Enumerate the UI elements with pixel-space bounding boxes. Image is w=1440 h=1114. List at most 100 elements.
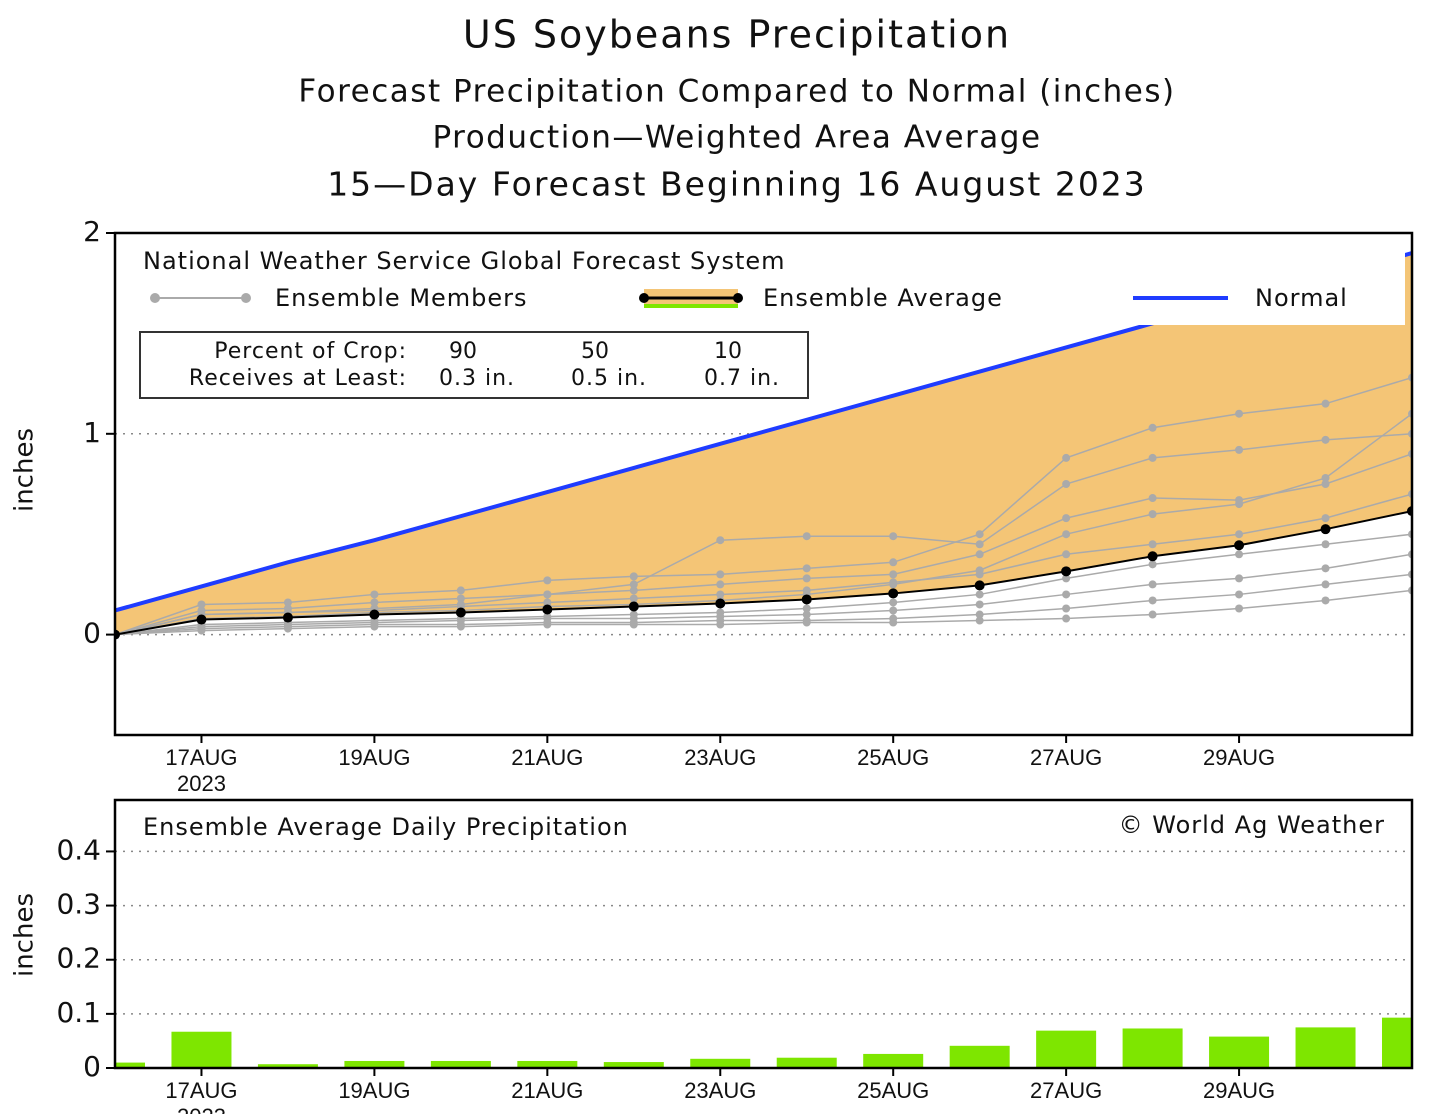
- member-point: [1235, 604, 1244, 613]
- member-point: [975, 600, 984, 609]
- y-axis-label: inches: [10, 428, 40, 512]
- member-point: [975, 540, 984, 549]
- legend-member-dot: [150, 293, 160, 303]
- member-point: [802, 532, 811, 541]
- member-point: [1148, 540, 1157, 549]
- x-year-label: 2023: [177, 1104, 226, 1114]
- member-point: [456, 622, 465, 631]
- member-point: [1148, 510, 1157, 519]
- member-point: [802, 564, 811, 573]
- member-point: [629, 580, 638, 589]
- member-point: [802, 618, 811, 627]
- member-point: [370, 622, 379, 631]
- member-point: [1235, 550, 1244, 559]
- chart-title: US Soybeans Precipitation: [463, 13, 1011, 57]
- member-point: [543, 598, 552, 607]
- x-tick-label: 19AUG: [338, 1078, 410, 1103]
- y-tick-label: 0: [83, 617, 101, 650]
- member-point: [975, 610, 984, 619]
- bar: [115, 1062, 145, 1068]
- member-point: [889, 598, 898, 607]
- y-tick-label: 0.2: [56, 942, 101, 975]
- y-tick-label: 0: [83, 1050, 101, 1083]
- member-point: [1148, 580, 1157, 589]
- member-point: [629, 594, 638, 603]
- member-point: [716, 620, 725, 629]
- member-line: [115, 413, 1412, 636]
- legend-label: Ensemble Average: [763, 284, 1003, 312]
- x-tick-label: 25AUG: [857, 745, 929, 770]
- member-point: [370, 590, 379, 599]
- y-tick-label: 0.1: [56, 996, 101, 1029]
- average-point: [455, 607, 466, 618]
- crop-percent: 90: [449, 339, 477, 364]
- member-point: [1062, 530, 1071, 539]
- member-point: [1148, 494, 1157, 503]
- bar: [949, 1045, 1010, 1068]
- average-point: [888, 588, 899, 599]
- member-point: [629, 572, 638, 581]
- member-point: [975, 530, 984, 539]
- bar: [171, 1031, 232, 1068]
- bar: [603, 1062, 664, 1068]
- member-point: [716, 590, 725, 599]
- member-point: [543, 590, 552, 599]
- member-point: [889, 606, 898, 615]
- x-tick-label: 27AUG: [1030, 745, 1102, 770]
- member-point: [1321, 564, 1330, 573]
- x-tick-label: 29AUG: [1203, 745, 1275, 770]
- member-point: [283, 624, 292, 633]
- bar: [1295, 1027, 1356, 1068]
- member-point: [1148, 560, 1157, 569]
- bar: [1122, 1028, 1183, 1068]
- member-point: [1062, 550, 1071, 559]
- member-line: [115, 573, 1412, 636]
- member-point: [197, 626, 206, 635]
- member-point: [1148, 423, 1157, 432]
- member-point: [1062, 453, 1071, 462]
- member-point: [889, 618, 898, 627]
- member-point: [1321, 399, 1330, 408]
- member-point: [1148, 453, 1157, 462]
- average-point: [1320, 524, 1331, 535]
- y-tick-label: 1: [83, 416, 101, 449]
- member-point: [1062, 604, 1071, 613]
- member-point: [716, 580, 725, 589]
- bar: [430, 1060, 491, 1068]
- member-point: [1321, 580, 1330, 589]
- x-tick-label: 25AUG: [857, 1078, 929, 1103]
- bar: [1036, 1030, 1097, 1068]
- y-tick-label: 2: [83, 215, 101, 248]
- member-point: [543, 620, 552, 629]
- x-tick-label: 23AUG: [684, 1078, 756, 1103]
- bar: [517, 1060, 578, 1068]
- member-point: [456, 586, 465, 595]
- crop-table-box: [139, 331, 809, 399]
- average-point: [628, 601, 639, 612]
- plot-frame: [113, 798, 1414, 1070]
- crop-amount: 0.7 in.: [704, 366, 780, 391]
- crop-row-label: Percent of Crop:: [214, 339, 407, 364]
- x-year-label: 2023: [177, 771, 226, 796]
- y-axis-label: inches: [10, 893, 40, 977]
- member-point: [716, 536, 725, 545]
- member-point: [1321, 435, 1330, 444]
- member-point: [716, 570, 725, 579]
- legend-member-dot: [241, 293, 251, 303]
- member-point: [629, 586, 638, 595]
- member-point: [975, 570, 984, 579]
- member-line: [115, 433, 1412, 636]
- bar: [1382, 1017, 1412, 1068]
- average-point: [1061, 566, 1072, 577]
- average-point: [282, 612, 293, 623]
- x-tick-label: 19AUG: [338, 745, 410, 770]
- average-point: [196, 614, 207, 625]
- member-line: [115, 533, 1412, 636]
- member-point: [456, 594, 465, 603]
- bar: [863, 1053, 924, 1068]
- legend-label: Ensemble Members: [275, 284, 528, 312]
- member-point: [1148, 610, 1157, 619]
